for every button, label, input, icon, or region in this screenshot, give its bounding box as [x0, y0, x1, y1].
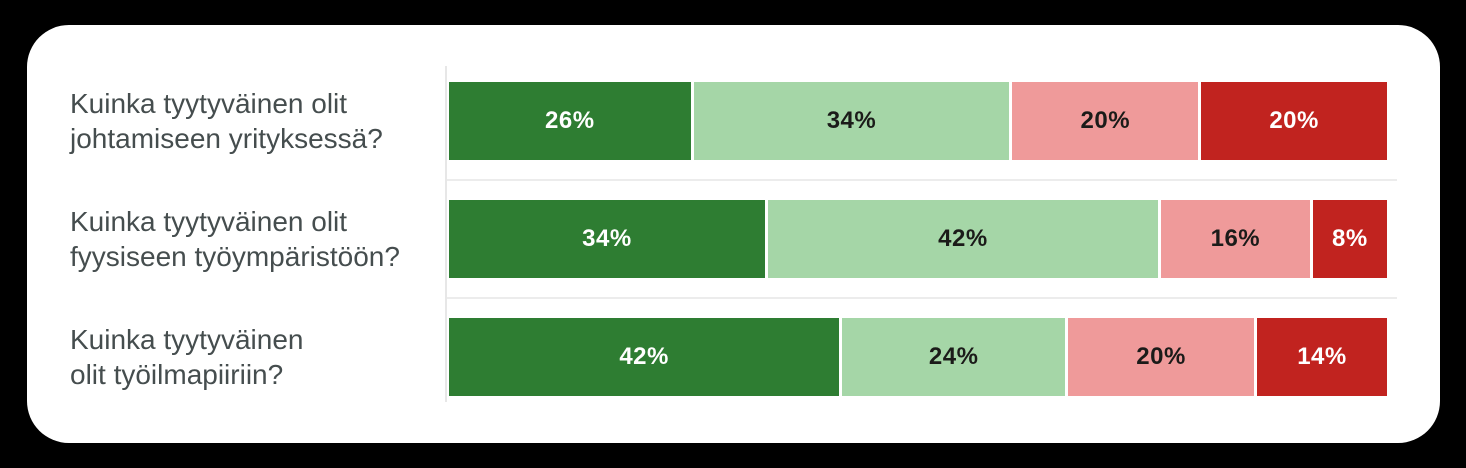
data-label: 34%: [826, 107, 877, 134]
category-label: Kuinka tyytyväinen olit työilmapiiriin?: [70, 324, 304, 390]
data-label: 16%: [1210, 225, 1261, 252]
data-label: 24%: [928, 343, 979, 370]
label-column-spacer: [70, 160, 445, 200]
bar-segment-red: 20%: [1201, 82, 1387, 160]
stacked-bar-row: 42% 24% 20% 14%: [449, 318, 1387, 396]
category-label: Kuinka tyytyväinen olit johtamiseen yrit…: [70, 88, 383, 154]
chart-card: Kuinka tyytyväinen olit johtamiseen yrit…: [27, 25, 1440, 443]
bar-segment-red: 14%: [1256, 318, 1387, 396]
stacked-bar-row: 34% 42% 16% 8%: [449, 200, 1387, 278]
row-separator: [447, 160, 1397, 200]
data-label: 20%: [1136, 343, 1186, 370]
bar-segment-light-green: 42%: [767, 200, 1159, 278]
data-label: 8%: [1332, 225, 1368, 252]
gridline: [447, 297, 1397, 299]
row-separator: [447, 278, 1397, 318]
data-label: 42%: [938, 225, 988, 252]
bar-segment-light-green: 34%: [693, 82, 1010, 160]
label-column-spacer: [70, 278, 445, 318]
bar-segment-dark-green: 26%: [449, 82, 691, 160]
data-label: 26%: [545, 107, 595, 134]
bar-segment-light-green: 24%: [842, 318, 1066, 396]
bar-segment-pink: 16%: [1161, 200, 1310, 278]
gridline: [447, 179, 1397, 181]
stacked-bar-chart: Kuinka tyytyväinen olit johtamiseen yrit…: [70, 66, 1397, 402]
data-label: 34%: [582, 225, 632, 252]
bar-segment-dark-green: 34%: [449, 200, 765, 278]
bar-segment-pink: 20%: [1012, 82, 1199, 160]
category-label: Kuinka tyytyväinen olit fyysiseen työymp…: [70, 206, 400, 272]
data-label: 20%: [1269, 107, 1319, 134]
data-label: 42%: [619, 343, 669, 370]
bar-segment-pink: 20%: [1068, 318, 1254, 396]
data-label: 20%: [1080, 107, 1131, 134]
bar-segment-dark-green: 42%: [449, 318, 840, 396]
data-label: 14%: [1297, 343, 1347, 370]
stacked-bar-row: 26% 34% 20% 20%: [449, 82, 1387, 160]
bar-segment-red: 8%: [1312, 200, 1387, 278]
y-axis-line: [445, 66, 447, 402]
